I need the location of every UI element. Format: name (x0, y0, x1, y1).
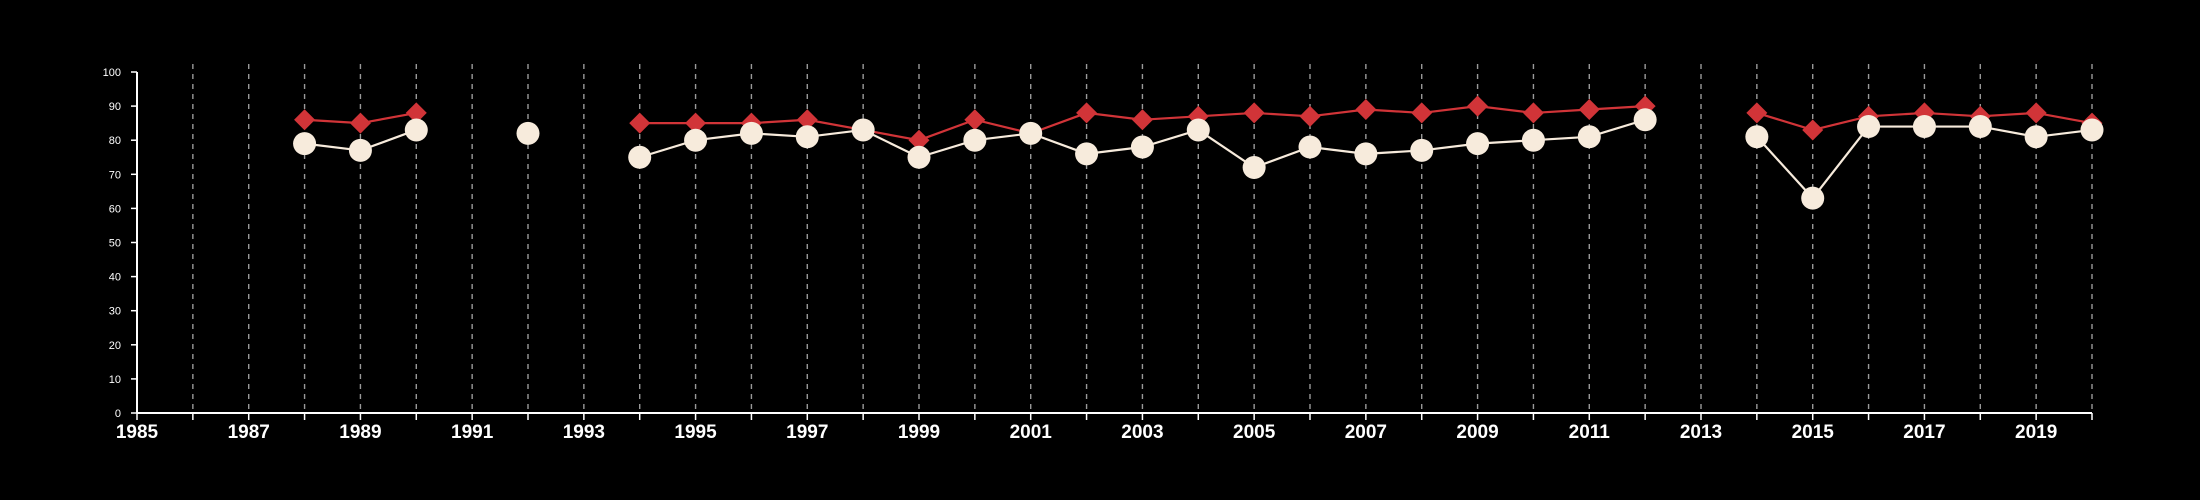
data-point (1411, 102, 1433, 124)
data-point (2080, 118, 2104, 142)
x-tick-label: 1991 (451, 422, 494, 443)
data-point (1298, 135, 1322, 159)
data-point (404, 118, 428, 142)
data-point (964, 109, 986, 131)
y-tick-label: 50 (109, 238, 121, 250)
data-point (1242, 155, 1266, 179)
y-tick-label: 100 (103, 67, 121, 79)
x-tick-label: 2001 (1010, 422, 1053, 443)
y-tick-label: 70 (109, 169, 121, 181)
data-point (349, 112, 371, 134)
y-tick-label: 40 (109, 272, 121, 284)
data-point (405, 102, 427, 124)
data-point (628, 145, 652, 169)
data-point (516, 121, 540, 145)
data-point (795, 125, 819, 149)
data-point (2024, 125, 2048, 149)
data-point (907, 145, 931, 169)
data-point (1131, 109, 1153, 131)
data-point (1410, 138, 1434, 162)
x-tick-label: 1993 (563, 422, 605, 443)
data-point (851, 118, 875, 142)
data-point (1299, 105, 1321, 127)
x-tick-label: 2015 (1792, 422, 1835, 443)
data-point (1466, 132, 1490, 156)
data-point (1912, 115, 1936, 139)
data-point (1467, 95, 1489, 117)
data-point (629, 112, 651, 134)
grid-lines (192, 64, 2093, 413)
x-tick-label: 2019 (2015, 422, 2057, 443)
data-point (1745, 125, 1769, 149)
data-point (908, 129, 930, 151)
series-group (293, 95, 2104, 210)
y-tick-label: 80 (109, 135, 121, 147)
x-tick-label: 1987 (228, 422, 270, 443)
y-tick-label: 0 (115, 408, 121, 420)
x-tick-label: 2017 (1903, 422, 1945, 443)
data-point (739, 121, 763, 145)
data-point (2025, 102, 2047, 124)
data-point (1633, 108, 1657, 132)
x-tick-label: 2013 (1680, 422, 1722, 443)
data-point (1578, 99, 1600, 121)
axes: 0 10 20 30 40 50 60 70 80 90 100 1985 1987 1989 1991 19… (103, 67, 2093, 443)
x-tick-label: 2007 (1345, 422, 1387, 443)
data-point (348, 138, 372, 162)
data-point (684, 128, 708, 152)
data-point (1130, 135, 1154, 159)
data-point (1522, 102, 1544, 124)
data-point (1076, 102, 1098, 124)
y-tick-label: 60 (109, 203, 121, 215)
x-tick-label: 1989 (339, 422, 381, 443)
x-tick-label: 1995 (674, 422, 717, 443)
data-point (1801, 186, 1825, 210)
data-point (685, 112, 707, 134)
x-tick-label: 2005 (1233, 422, 1276, 443)
data-point (1355, 99, 1377, 121)
data-point (1577, 125, 1601, 149)
data-point (796, 109, 818, 131)
data-point (293, 132, 317, 156)
y-tick-label: 90 (109, 101, 121, 113)
x-tick-label: 2009 (1456, 422, 1498, 443)
series-circle (293, 108, 2104, 210)
data-point (1968, 115, 1992, 139)
data-point (1243, 102, 1265, 124)
data-point (294, 109, 316, 131)
x-tick-label: 2011 (1569, 422, 1611, 443)
data-point (1746, 102, 1768, 124)
x-tick-label: 1999 (898, 422, 940, 443)
data-point (1186, 118, 1210, 142)
x-tick-label: 1985 (116, 422, 159, 443)
data-point (963, 128, 987, 152)
y-tick-label: 10 (109, 374, 121, 386)
x-tick-label: 1997 (786, 422, 828, 443)
data-point (1802, 119, 1824, 141)
data-point (1354, 142, 1378, 166)
data-point (1075, 142, 1099, 166)
x-tick-label: 2003 (1121, 422, 1163, 443)
y-tick-label: 20 (109, 340, 121, 352)
data-point (1857, 115, 1881, 139)
data-point (1521, 128, 1545, 152)
data-point (1019, 121, 1043, 145)
y-tick-label: 30 (109, 306, 121, 318)
